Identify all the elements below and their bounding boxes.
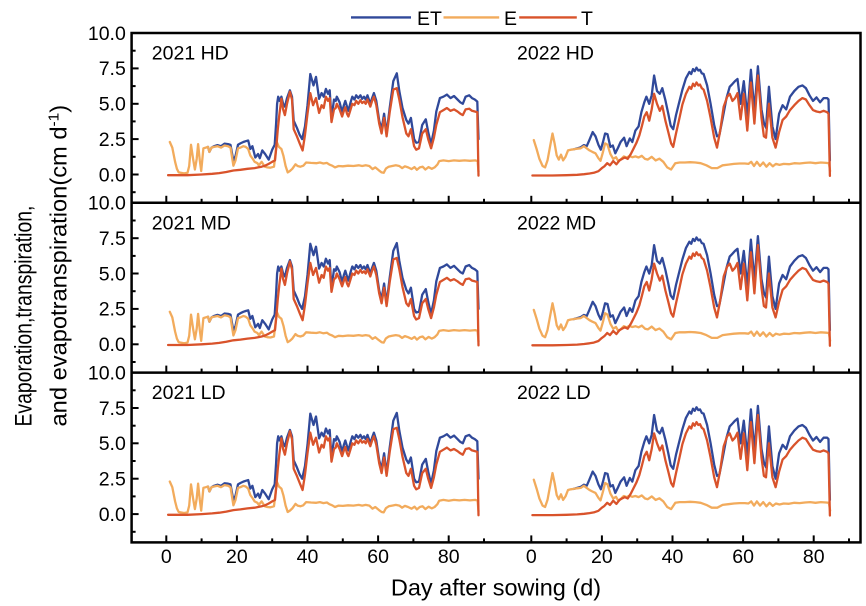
svg-text:2021 MD: 2021 MD: [152, 212, 231, 234]
svg-text:0: 0: [526, 546, 537, 568]
svg-text:Evaporation,transpiration,: Evaporation,transpiration,: [9, 206, 37, 427]
svg-text:10.0: 10.0: [88, 362, 126, 384]
svg-text:7.5: 7.5: [99, 58, 126, 80]
svg-text:2.5: 2.5: [99, 469, 126, 491]
svg-text:5.0: 5.0: [99, 433, 126, 455]
svg-text:7.5: 7.5: [99, 398, 126, 420]
svg-text:0.0: 0.0: [99, 334, 126, 356]
svg-text:40: 40: [662, 546, 684, 568]
svg-text:0: 0: [161, 546, 172, 568]
svg-text:0.0: 0.0: [99, 164, 126, 186]
svg-text:10.0: 10.0: [88, 23, 126, 45]
svg-text:2021 HD: 2021 HD: [152, 43, 229, 65]
svg-text:80: 80: [438, 546, 460, 568]
svg-text:T: T: [581, 8, 593, 30]
svg-text:5.0: 5.0: [99, 263, 126, 285]
svg-text:10.0: 10.0: [88, 193, 126, 215]
svg-text:2.5: 2.5: [99, 129, 126, 151]
svg-text:E: E: [504, 8, 517, 30]
svg-text:7.5: 7.5: [99, 228, 126, 250]
svg-text:2022 MD: 2022 MD: [517, 212, 596, 234]
svg-text:20: 20: [591, 546, 613, 568]
svg-text:60: 60: [367, 546, 389, 568]
svg-text:20: 20: [226, 546, 248, 568]
svg-text:2022 LD: 2022 LD: [517, 382, 591, 404]
svg-text:5.0: 5.0: [99, 94, 126, 116]
svg-text:80: 80: [803, 546, 825, 568]
svg-text:and evapotranspiration(cm d-1): and evapotranspiration(cm d-1): [46, 105, 72, 427]
svg-text:40: 40: [297, 546, 319, 568]
svg-text:2.5: 2.5: [99, 299, 126, 321]
svg-text:2021 LD: 2021 LD: [152, 382, 226, 404]
svg-text:2022 HD: 2022 HD: [517, 43, 594, 65]
svg-text:0.0: 0.0: [99, 504, 126, 526]
svg-text:60: 60: [732, 546, 754, 568]
svg-text:Day after sowing (d): Day after sowing (d): [391, 574, 601, 600]
svg-text:ET: ET: [417, 8, 442, 30]
